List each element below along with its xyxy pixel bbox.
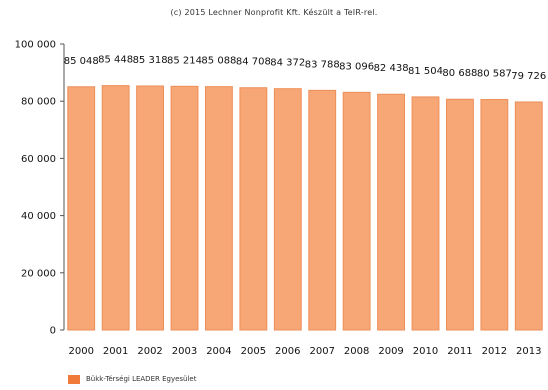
bar	[136, 85, 164, 331]
data-label: 84 372	[270, 58, 305, 69]
bar	[411, 96, 440, 331]
bar	[308, 89, 337, 331]
data-label: 85 048	[64, 56, 99, 67]
bar	[205, 86, 233, 331]
bar	[273, 88, 302, 331]
data-label: 84 708	[236, 57, 271, 68]
legend-swatch	[68, 374, 80, 384]
data-label: 85 088	[201, 56, 236, 67]
x-tick-label: 2005	[241, 346, 266, 357]
bar	[67, 86, 96, 331]
x-tick-label: 2001	[103, 346, 128, 357]
x-tick-label: 2004	[206, 346, 231, 357]
x-tick-label: 2003	[172, 346, 197, 357]
data-label: 85 214	[167, 55, 202, 66]
data-label: 81 504	[408, 66, 443, 77]
bar	[170, 85, 199, 331]
data-label: 85 448	[98, 55, 133, 66]
bar	[377, 93, 405, 331]
x-tick-label: 2012	[482, 346, 507, 357]
legend: Bükk-Térségi LEADER Egyesület	[68, 374, 196, 384]
x-tick-label: 2002	[137, 346, 162, 357]
bar	[446, 98, 474, 331]
data-label: 80 688	[442, 68, 477, 79]
copyright-text: (c) 2015 Lechner Nonprofit Kft. Készült …	[170, 8, 378, 17]
x-tick-label: 2010	[413, 346, 438, 357]
data-label: 83 096	[339, 61, 374, 72]
x-tick-label: 2007	[309, 346, 334, 357]
y-tick-label: 0	[50, 326, 56, 337]
legend-label: Bükk-Térségi LEADER Egyesület	[86, 375, 197, 383]
bar	[239, 87, 268, 331]
x-tick-label: 2011	[447, 346, 472, 357]
y-tick-label: 100 000	[15, 40, 56, 51]
data-label: 85 318	[133, 55, 168, 66]
bar	[101, 85, 130, 331]
bar	[480, 99, 509, 331]
y-tick-label: 20 000	[21, 268, 56, 279]
data-label: 79 726	[511, 71, 546, 82]
data-label: 83 788	[305, 59, 340, 70]
y-tick-label: 60 000	[21, 154, 56, 165]
x-tick-label: 2000	[68, 346, 93, 357]
x-tick-label: 2013	[516, 346, 541, 357]
bar	[342, 91, 371, 331]
bar	[514, 101, 543, 331]
y-tick-label: 80 000	[21, 97, 56, 108]
data-label: 82 438	[374, 63, 409, 74]
x-tick-label: 2008	[344, 346, 369, 357]
x-tick-label: 2009	[378, 346, 403, 357]
data-label: 80 587	[477, 69, 512, 80]
y-tick-label: 40 000	[21, 211, 56, 222]
x-tick-label: 2006	[275, 346, 300, 357]
